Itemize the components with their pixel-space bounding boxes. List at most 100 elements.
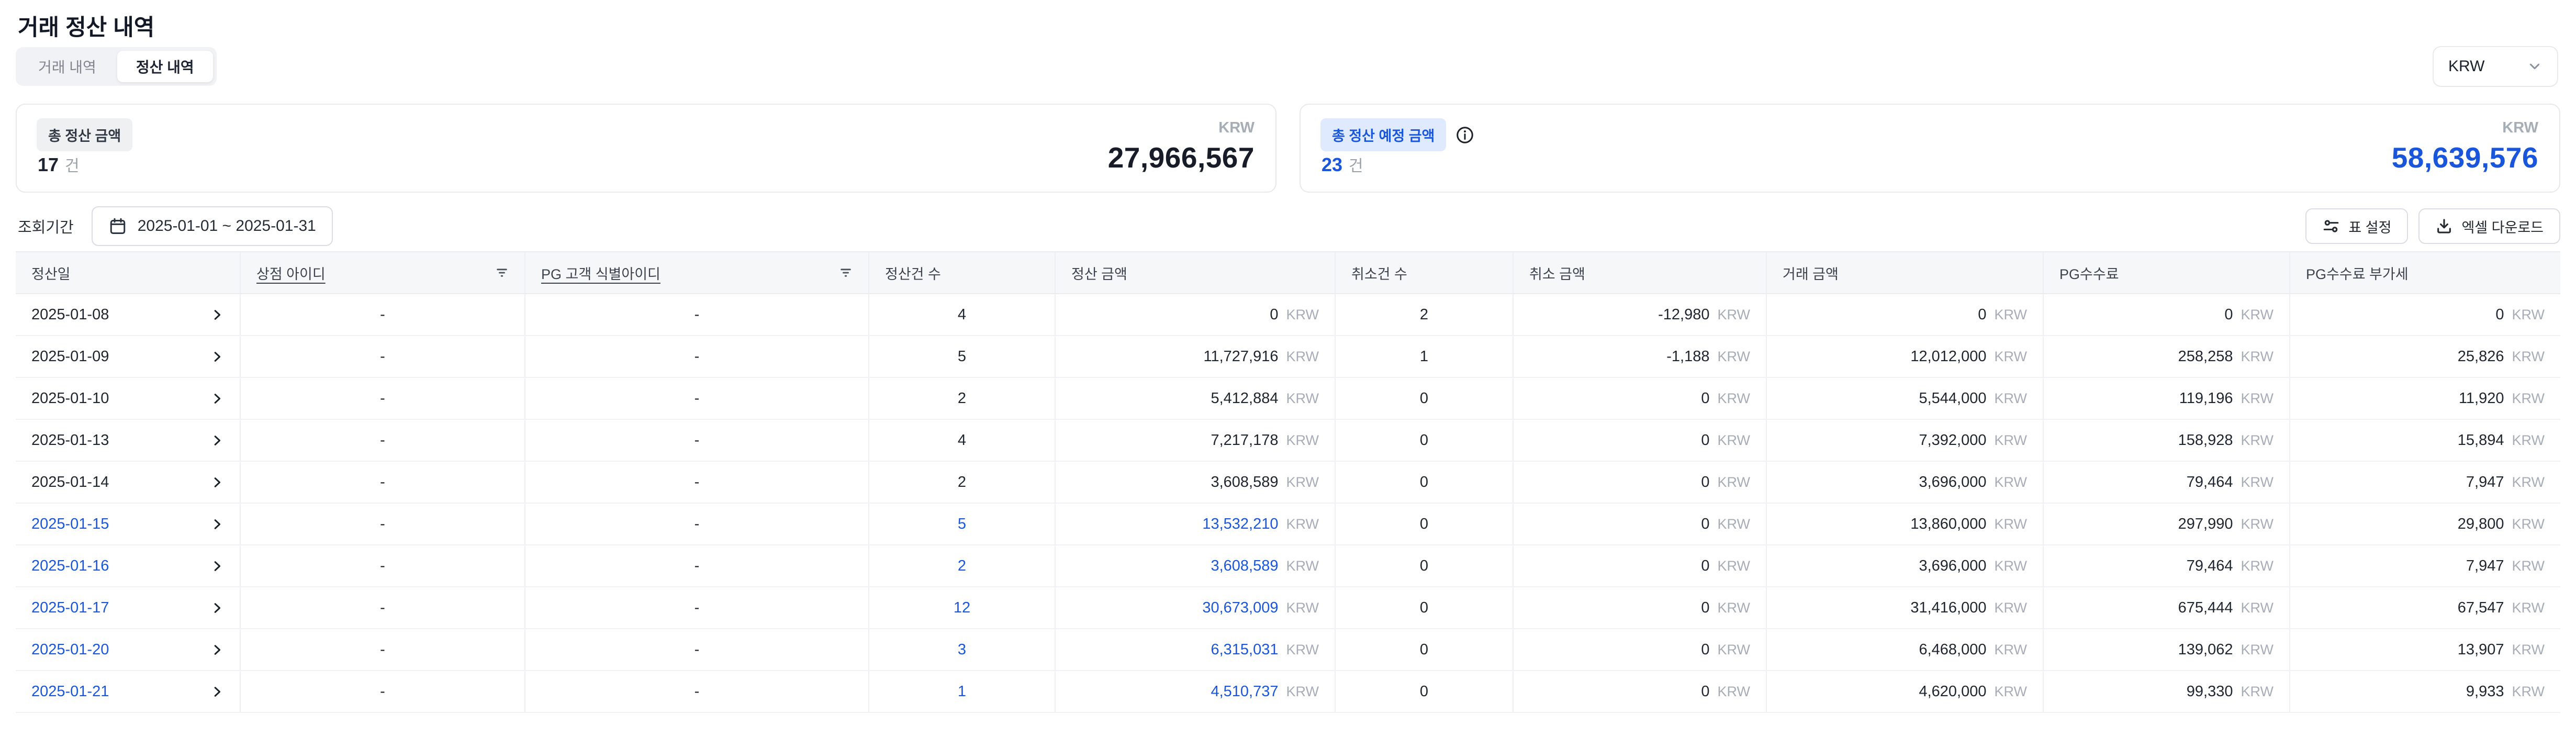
settle-amount-cell: 13,532,210 KRW bbox=[1055, 503, 1335, 545]
currency-suffix: KRW bbox=[2241, 432, 2273, 448]
col-header-settle-count: 정산건 수 bbox=[868, 251, 1055, 294]
currency-suffix: KRW bbox=[2241, 557, 2273, 574]
chevron-right-icon[interactable] bbox=[210, 517, 224, 531]
col-header-cancel-count: 취소건 수 bbox=[1335, 251, 1513, 294]
store-id-cell: - bbox=[240, 587, 525, 629]
cancel-count-cell: 0 bbox=[1335, 377, 1513, 420]
cancel-amount-cell: 0 KRW bbox=[1513, 587, 1766, 629]
cancel-count-cell: 2 bbox=[1335, 294, 1513, 336]
col-header-pg-fee-vat: PG수수료 부가세 bbox=[2289, 251, 2560, 294]
pg-customer-id-cell: - bbox=[524, 545, 869, 587]
pg-fee-vat-cell: 15,894 KRW bbox=[2289, 419, 2560, 462]
currency-suffix: KRW bbox=[1994, 683, 2027, 699]
chevron-right-icon[interactable] bbox=[210, 308, 224, 322]
table-row: 2025-01-16- -2 3,608,589 KRW 0 0 KRW 3,696,000 K… bbox=[16, 545, 2560, 587]
settle-count-cell: 4 bbox=[868, 419, 1055, 462]
pg-fee-vat-cell: 11,920 KRW bbox=[2289, 377, 2560, 420]
settle-count-cell: 4 bbox=[868, 294, 1055, 336]
col-header-pg-customer-id: PG 고객 식별아이디 bbox=[524, 251, 869, 294]
txn-amount-cell: 6,468,000 KRW bbox=[1766, 629, 2043, 671]
excel-download-button[interactable]: 엑셀 다운로드 bbox=[2418, 208, 2560, 244]
chevron-right-icon[interactable] bbox=[210, 559, 224, 573]
currency-suffix: KRW bbox=[1994, 306, 2027, 322]
currency-suffix: KRW bbox=[1717, 557, 1750, 574]
settle-count-cell: 2 bbox=[868, 545, 1055, 587]
summary-cards: 총 정산 금액 17 건 KRW 27,966,567 총 정산 예정 금액 23… bbox=[16, 104, 2560, 193]
currency-suffix: KRW bbox=[1994, 599, 2027, 616]
store-id-cell: - bbox=[240, 377, 525, 420]
chevron-right-icon[interactable] bbox=[210, 350, 224, 364]
pg-customer-id-cell: - bbox=[524, 629, 869, 671]
currency-suffix: KRW bbox=[2512, 557, 2545, 574]
currency-suffix: KRW bbox=[1717, 348, 1750, 364]
settlement-date-cell[interactable]: 2025-01-15 bbox=[16, 503, 240, 545]
currency-suffix: KRW bbox=[2512, 432, 2545, 448]
currency-suffix: KRW bbox=[1994, 390, 2027, 406]
col-header-txn-amount: 거래 금액 bbox=[1766, 251, 2043, 294]
chevron-right-icon[interactable] bbox=[210, 433, 224, 448]
col-header-settle-amount: 정산 금액 bbox=[1055, 251, 1335, 294]
info-icon[interactable] bbox=[1455, 126, 1474, 144]
pg-fee-cell: 675,444 KRW bbox=[2043, 587, 2290, 629]
settle-count-cell: 2 bbox=[868, 461, 1055, 504]
currency-select-value: KRW bbox=[2448, 58, 2485, 75]
chevron-right-icon[interactable] bbox=[210, 475, 224, 489]
cancel-count-cell: 0 bbox=[1335, 587, 1513, 629]
settle-amount-cell: 3,608,589 KRW bbox=[1055, 461, 1335, 504]
settlement-date-cell[interactable]: 2025-01-17 bbox=[16, 587, 240, 629]
table-row: 2025-01-13- -4 7,217,178 KRW 0 0 KRW 7,392,000 K… bbox=[16, 419, 2560, 462]
currency-suffix: KRW bbox=[1994, 348, 2027, 364]
settlement-date-cell[interactable]: 2025-01-16 bbox=[16, 545, 240, 587]
settle-count-cell: 5 bbox=[868, 503, 1055, 545]
settle-amount-cell: 0 KRW bbox=[1055, 294, 1335, 336]
txn-amount-cell: 5,544,000 KRW bbox=[1766, 377, 2043, 420]
pg-fee-cell: 99,330 KRW bbox=[2043, 671, 2290, 713]
filter-icon[interactable] bbox=[839, 266, 853, 280]
settle-count-cell: 2 bbox=[868, 377, 1055, 420]
tab-transaction-history[interactable]: 거래 내역 bbox=[19, 51, 115, 82]
table-row: 2025-01-09- -5 11,727,916 KRW 1 -1,188 KRW 12,0… bbox=[16, 336, 2560, 378]
settle-amount-cell: 3,608,589 KRW bbox=[1055, 545, 1335, 587]
pg-customer-id-cell: - bbox=[524, 461, 869, 504]
tab-settlement-history[interactable]: 정산 내역 bbox=[117, 51, 213, 82]
currency-select[interactable]: KRW bbox=[2433, 46, 2558, 87]
pg-customer-id-cell: - bbox=[524, 419, 869, 462]
settlement-table: 정산일 상점 아이디 PG 고객 식별아이디 bbox=[16, 251, 2560, 713]
currency-suffix: KRW bbox=[1286, 474, 1319, 490]
date-filter-label: 조회기간 bbox=[18, 219, 74, 236]
table-row: 2025-01-20- -3 6,315,031 KRW 0 0 KRW 6,468,000 K… bbox=[16, 629, 2560, 671]
chevron-right-icon[interactable] bbox=[210, 643, 224, 657]
cancel-amount-cell: 0 KRW bbox=[1513, 461, 1766, 504]
settle-amount-cell: 6,315,031 KRW bbox=[1055, 629, 1335, 671]
date-range-picker[interactable]: 2025-01-01 ~ 2025-01-31 bbox=[91, 206, 333, 246]
txn-amount-cell: 13,860,000 KRW bbox=[1766, 503, 2043, 545]
settlement-date-cell[interactable]: 2025-01-20 bbox=[16, 629, 240, 671]
currency-suffix: KRW bbox=[2241, 474, 2273, 490]
chevron-right-icon[interactable] bbox=[210, 601, 224, 615]
currency-suffix: KRW bbox=[2241, 683, 2273, 699]
filter-icon[interactable] bbox=[495, 266, 509, 280]
currency-suffix: KRW bbox=[2241, 306, 2273, 322]
cancel-count-cell: 0 bbox=[1335, 629, 1513, 671]
tab-group: 거래 내역 정산 내역 bbox=[16, 47, 217, 86]
settle-amount-cell: 30,673,009 KRW bbox=[1055, 587, 1335, 629]
currency-suffix: KRW bbox=[1717, 306, 1750, 322]
settlement-date-cell[interactable]: 2025-01-09 bbox=[16, 336, 240, 378]
table-row: 2025-01-15- -5 13,532,210 KRW 0 0 KRW 13,860,00… bbox=[16, 503, 2560, 545]
settlement-date-cell[interactable]: 2025-01-13 bbox=[16, 419, 240, 462]
chevron-right-icon[interactable] bbox=[210, 392, 224, 406]
table-settings-button[interactable]: 표 설정 bbox=[2305, 208, 2409, 244]
pg-fee-cell: 258,258 KRW bbox=[2043, 336, 2290, 378]
currency-suffix: KRW bbox=[1286, 348, 1319, 364]
store-id-cell: - bbox=[240, 671, 525, 713]
settlement-date-cell[interactable]: 2025-01-08 bbox=[16, 294, 240, 336]
table-row: 2025-01-10- -2 5,412,884 KRW 0 0 KRW 5,544,000 K… bbox=[16, 377, 2560, 420]
settlement-date-cell[interactable]: 2025-01-10 bbox=[16, 377, 240, 420]
cancel-count-cell: 0 bbox=[1335, 419, 1513, 462]
settle-count-cell: 1 bbox=[868, 671, 1055, 713]
settlement-date-cell[interactable]: 2025-01-14 bbox=[16, 461, 240, 504]
store-id-cell: - bbox=[240, 503, 525, 545]
settlement-date-cell[interactable]: 2025-01-21 bbox=[16, 671, 240, 713]
pg-customer-id-cell: - bbox=[524, 294, 869, 336]
chevron-right-icon[interactable] bbox=[210, 685, 224, 699]
